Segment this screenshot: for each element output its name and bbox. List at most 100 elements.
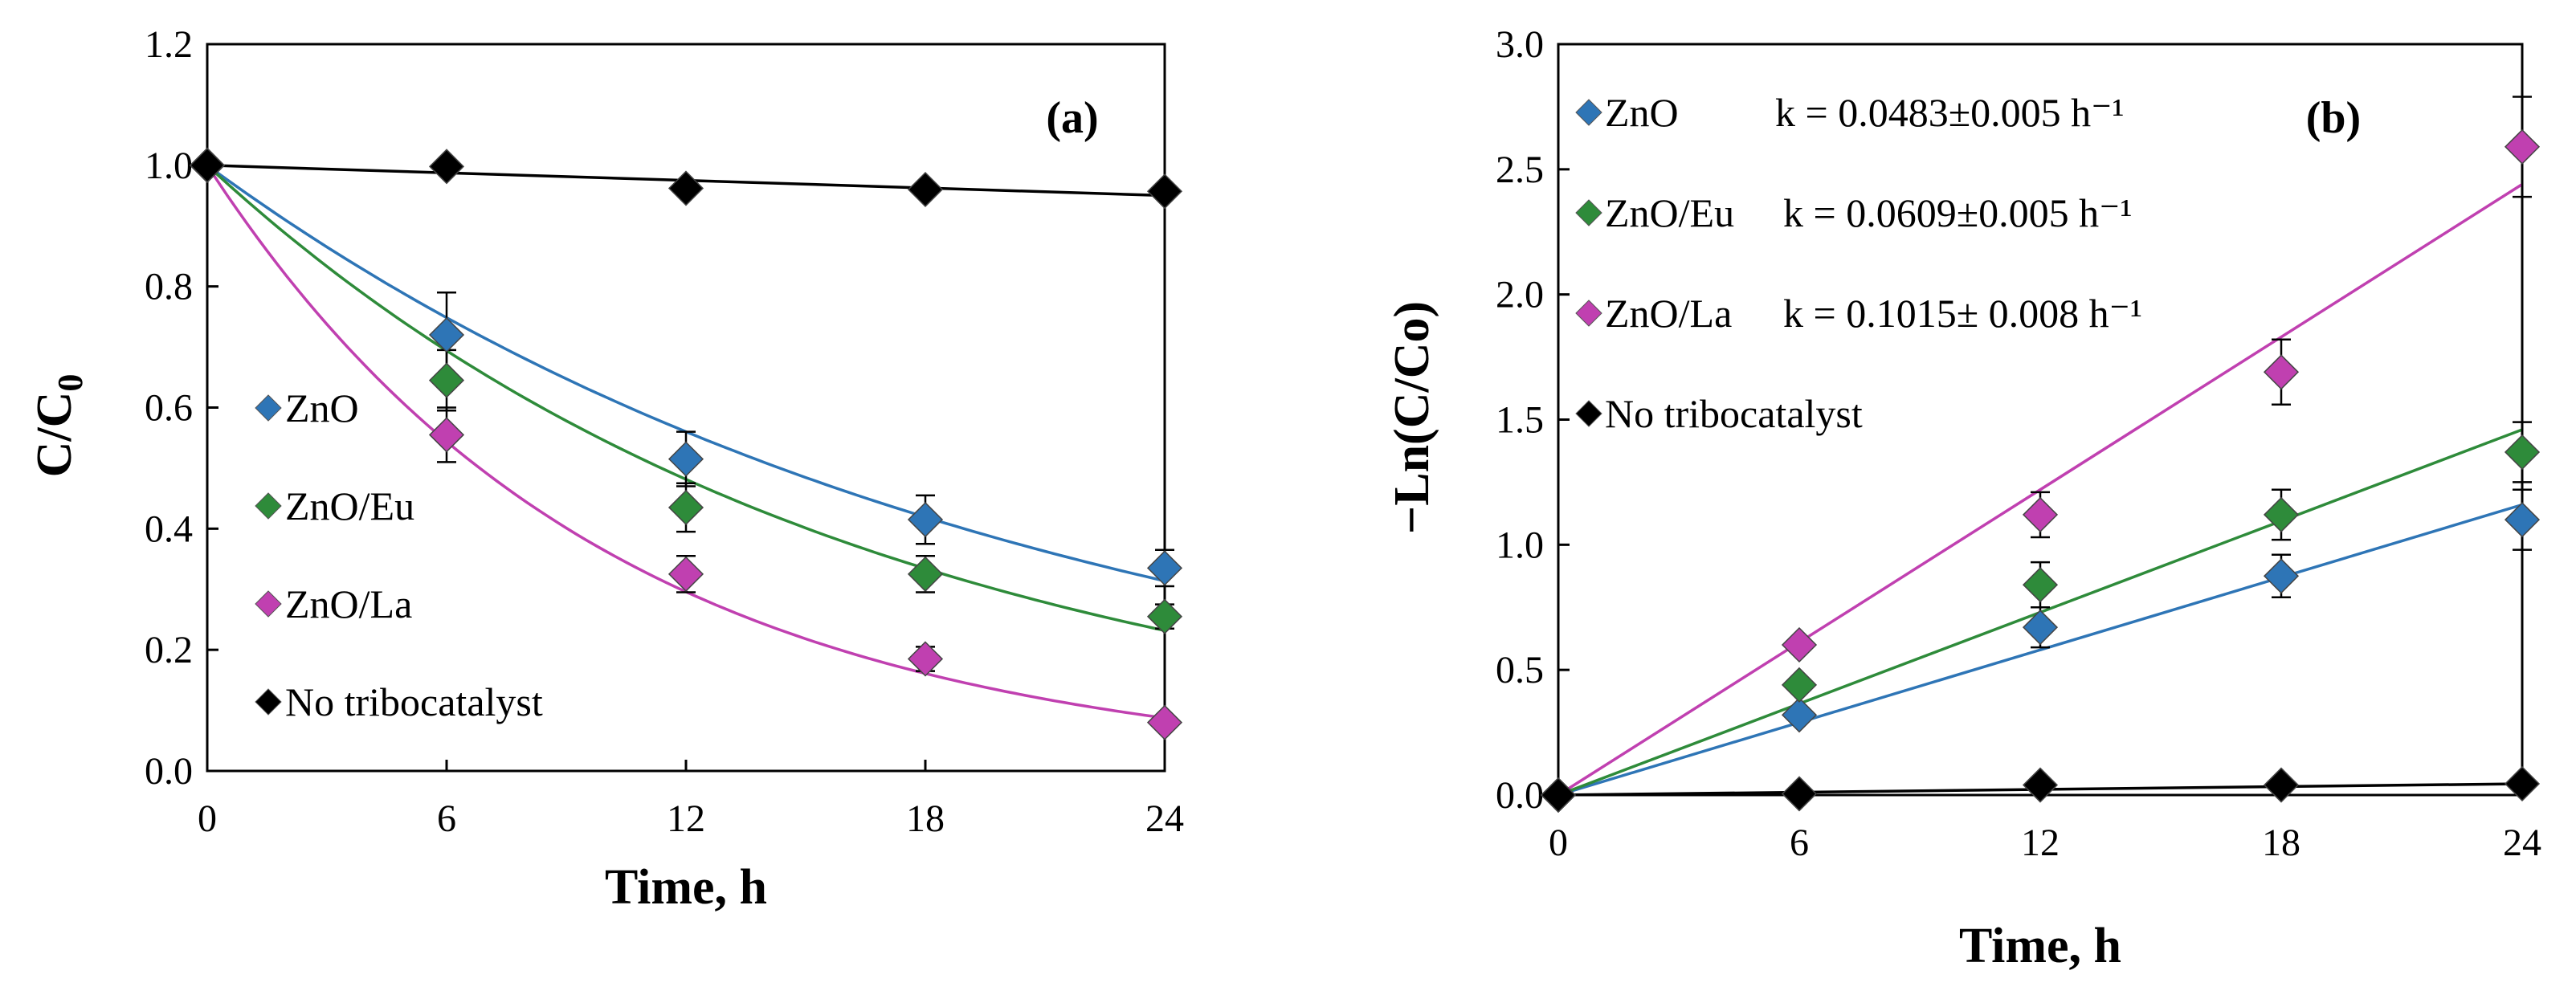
svg-text:C/C0: C/C0 (27, 374, 90, 478)
x-ticks-b: 0 6 12 18 24 (1549, 784, 2541, 864)
data-point-b-zno-la (2263, 354, 2300, 390)
data-point-a-zno (428, 316, 465, 353)
y-tick-label-a: 0.6 (145, 387, 193, 430)
x-tick-label-b: 24 (2503, 822, 2541, 864)
y-tick-label-a: 0.0 (145, 750, 193, 793)
y-axis-title-b-text: −Ln(C/Co) (1385, 301, 1439, 534)
legend-b: ZnO k = 0.0483±0.005 h⁻¹ ZnO/Eu k = 0.06… (1575, 90, 2142, 436)
x-tick-label-a: 18 (906, 797, 945, 840)
x-tick-label-b: 12 (2021, 822, 2060, 864)
rate-label-b-zno-la: k = 0.1015± 0.008 h⁻¹ (1783, 291, 2142, 336)
data-point-a-no-tribocatalyst (189, 147, 226, 183)
y-tick-label-b: 0.5 (1496, 649, 1544, 691)
y-tick-label-a: 0.4 (145, 508, 193, 550)
panel-label-b: (b) (2306, 93, 2361, 143)
data-point-a-zno-eu (667, 489, 704, 525)
legend-marker-b-zno-eu (1575, 199, 1602, 226)
legend-marker-a-zno-la (255, 590, 282, 618)
y-axis-title-a: C/C0 (27, 374, 90, 478)
y-ticks-b: 0.0 0.5 1.0 1.5 2.0 2.5 3.0 (1496, 23, 1570, 817)
legend-label-a-none: No tribocatalyst (285, 679, 543, 724)
y-tick-label-b: 0.0 (1496, 774, 1544, 817)
y-ticks-a: 0.0 0.2 0.4 0.6 0.8 1.0 1.2 (145, 23, 218, 793)
data-point-b-no-tribocatalyst (1781, 776, 1818, 812)
data-point-b-zno (2263, 558, 2300, 594)
data-point-a-zno-la (1146, 704, 1183, 740)
data-point-b-zno-la (2504, 128, 2541, 165)
y-tick-label-a: 1.2 (145, 23, 193, 66)
data-point-a-zno-eu (1146, 598, 1183, 634)
data-point-a-zno-la (667, 556, 704, 592)
y-tick-label-b: 2.0 (1496, 274, 1544, 316)
x-tick-label-a: 24 (1145, 797, 1184, 840)
chart-panel-a: 0.0 0.2 0.4 0.6 0.8 1.0 1.2 0 6 12 18 24 (a) Time,… (27, 23, 1184, 915)
data-point-b-zno-la (1781, 626, 1818, 663)
y-axis-title-a-subscript: 0 (51, 374, 90, 392)
fit-line-b-zno (1557, 503, 2523, 797)
data-point-a-zno-la (907, 641, 944, 677)
y-tick-label-b: 1.5 (1496, 399, 1544, 442)
error-bars-a (437, 291, 1174, 730)
data-point-b-no-tribocatalyst (2263, 767, 2300, 803)
y-axis-title-a-main: C/C (27, 392, 82, 478)
x-tick-label-a: 0 (198, 797, 217, 840)
y-tick-label-a: 0.8 (145, 266, 193, 308)
legend-a: ZnO ZnO/Eu ZnO/La No tribocatalyst (255, 385, 543, 724)
y-tick-label-b: 1.0 (1496, 524, 1544, 566)
panel-label-a: (a) (1046, 93, 1098, 143)
data-point-b-no-tribocatalyst (1540, 777, 1577, 814)
data-point-b-zno-la (2022, 496, 2059, 532)
legend-label-a-zno-eu: ZnO/Eu (285, 483, 414, 528)
legend-label-b-zno-la: ZnO/La (1605, 291, 1732, 336)
data-point-a-no-tribocatalyst (428, 149, 465, 185)
markers-b (1540, 128, 2541, 814)
legend-marker-b-none (1575, 400, 1602, 427)
data-point-a-zno (1146, 550, 1183, 586)
data-point-b-no-tribocatalyst (2022, 767, 2059, 803)
markers-a (189, 147, 1183, 740)
data-point-b-zno (2022, 610, 2059, 646)
legend-label-a-zno-la: ZnO/La (285, 581, 412, 626)
legend-label-b-none: No tribocatalyst (1605, 391, 1863, 436)
legend-label-b-zno-eu: ZnO/Eu (1605, 190, 1734, 235)
legend-label-a-zno: ZnO (285, 385, 359, 430)
legend-marker-a-zno (255, 394, 282, 422)
legend-marker-a-none (255, 688, 282, 716)
data-point-a-zno (907, 501, 944, 538)
data-point-a-zno-la (428, 417, 465, 453)
data-point-b-zno-eu (1781, 667, 1818, 703)
data-point-a-no-tribocatalyst (1146, 173, 1183, 210)
data-point-a-no-tribocatalyst (667, 170, 704, 206)
x-ticks-a: 0 6 12 18 24 (198, 760, 1184, 840)
y-tick-label-a: 0.2 (145, 629, 193, 671)
y-tick-label-b: 2.5 (1496, 149, 1544, 191)
legend-label-b-zno: ZnO (1605, 90, 1679, 135)
x-axis-title-b: Time, h (1959, 919, 2121, 973)
x-axis-title-a: Time, h (605, 860, 767, 915)
fit-lines-b (1557, 183, 2523, 797)
x-tick-label-a: 12 (667, 797, 705, 840)
data-point-b-zno (2504, 502, 2541, 538)
legend-marker-b-zno (1575, 99, 1602, 126)
data-point-a-no-tribocatalyst (907, 171, 944, 208)
legend-marker-a-zno-eu (255, 492, 282, 520)
data-point-a-zno-eu (428, 362, 465, 398)
rate-label-b-zno: k = 0.0483±0.005 h⁻¹ (1775, 90, 2125, 135)
chart-panel-b: 0.0 0.5 1.0 1.5 2.0 2.5 3.0 0 6 12 18 24 (b) Time,… (1385, 23, 2541, 973)
data-point-b-zno-eu (2504, 434, 2541, 471)
data-point-b-zno (1781, 697, 1818, 733)
data-point-b-zno-eu (2263, 496, 2300, 532)
x-tick-label-a: 6 (437, 797, 456, 840)
x-tick-label-b: 6 (1790, 822, 1809, 864)
data-point-b-zno-eu (2022, 567, 2059, 603)
x-tick-label-b: 18 (2262, 822, 2300, 864)
legend-marker-b-zno-la (1575, 300, 1602, 327)
data-point-a-zno-eu (907, 556, 944, 592)
x-tick-label-b: 0 (1549, 822, 1568, 864)
y-tick-label-a: 1.0 (145, 145, 193, 187)
y-axis-title-b: −Ln(C/Co) (1385, 301, 1439, 534)
fit-line-b-zno-la (1557, 183, 2523, 797)
data-point-a-zno (667, 441, 704, 477)
